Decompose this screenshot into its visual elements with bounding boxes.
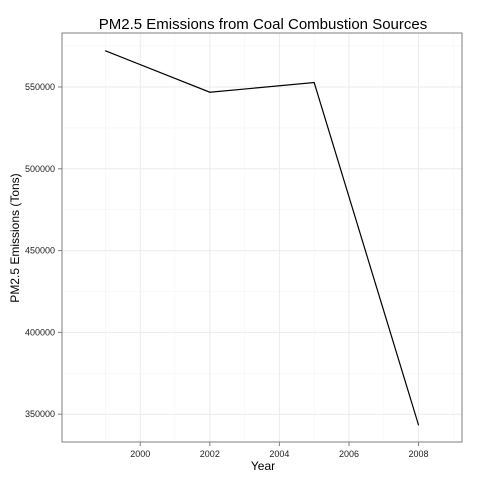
plot-panel	[61, 32, 463, 443]
axis-ticks: 2000 2002 2004 2006 2008 350000 400000 450000 50…	[25, 82, 429, 459]
data-point	[313, 82, 315, 84]
chart-title: PM2.5 Emissions from Coal Combustion Sou…	[99, 16, 427, 33]
series-line	[105, 50, 420, 426]
x-tick-label: 2008	[409, 449, 429, 459]
y-axis-title: PM2.5 Emissions (Tons)	[8, 173, 22, 302]
y-tick-label: 400000	[25, 327, 55, 337]
series-layer	[104, 50, 420, 426]
y-tick-label: 550000	[25, 82, 55, 92]
x-tick-label: 2004	[269, 449, 289, 459]
data-point	[209, 91, 211, 93]
y-tick-label: 350000	[25, 409, 55, 419]
x-axis-title: Year	[251, 459, 275, 473]
y-tick-label: 450000	[25, 246, 55, 256]
grid-lines	[62, 33, 462, 442]
y-tick-label: 500000	[25, 164, 55, 174]
x-tick-label: 2006	[339, 449, 359, 459]
x-tick-label: 2000	[130, 449, 150, 459]
data-point	[104, 50, 106, 52]
data-point	[418, 424, 420, 426]
x-tick-label: 2002	[200, 449, 220, 459]
